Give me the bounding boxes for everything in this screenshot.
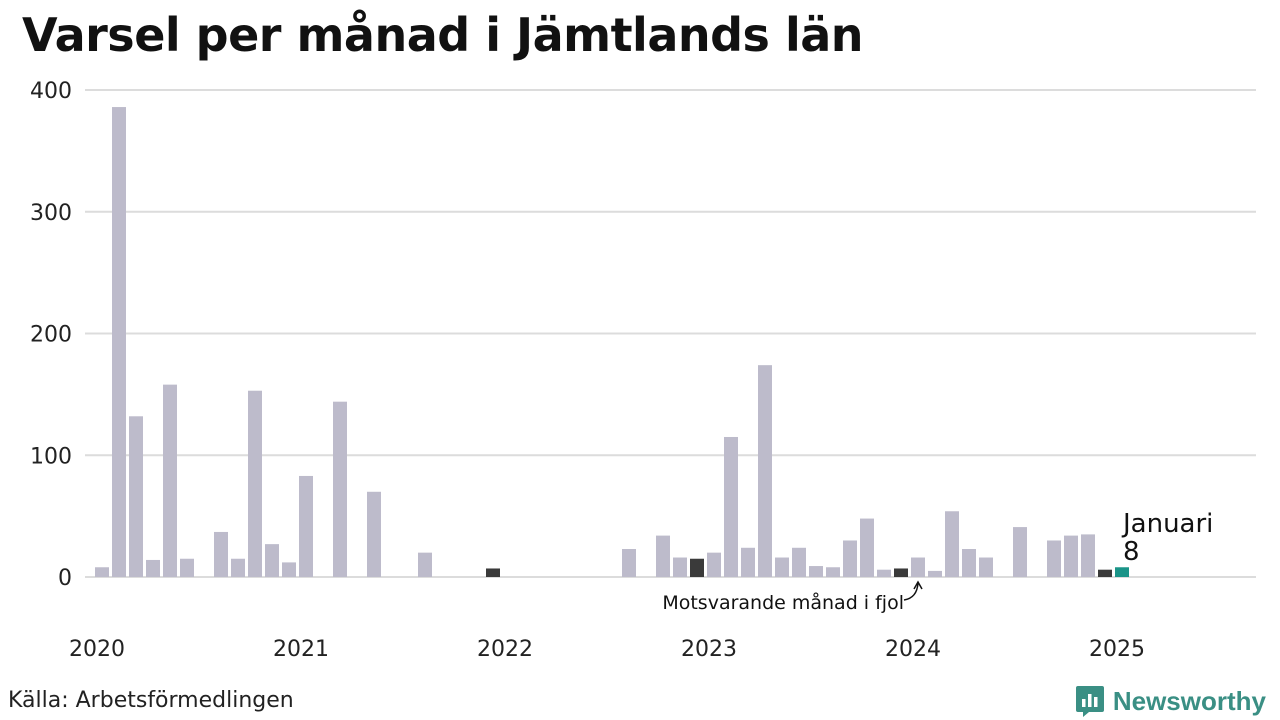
x-tick-label: 2022 — [477, 637, 533, 662]
y-tick-label: 100 — [30, 444, 72, 469]
bar-2021-03 — [333, 401, 347, 577]
bar-2020-03 — [129, 416, 143, 577]
bar-2022-10 — [656, 535, 670, 577]
bar-2020-09 — [231, 558, 245, 577]
source-note: Källa: Arbetsförmedlingen — [8, 688, 294, 713]
bar-2023-12 — [894, 568, 908, 577]
bar-2023-07 — [809, 566, 823, 577]
bar-2020-01 — [95, 567, 109, 577]
bar-2024-02 — [928, 570, 942, 577]
bar-2020-02 — [112, 107, 126, 578]
x-tick-label: 2024 — [885, 637, 941, 662]
bar-2024-01 — [911, 557, 925, 577]
bar-chart: 0 100 200 300 400 2020 2021 2022 2023 2024 2025 J… — [30, 79, 1256, 662]
brand-logo: Newsworthy — [1075, 684, 1266, 718]
newsworthy-logo-icon — [1075, 686, 1104, 717]
y-tick-label: 300 — [30, 201, 72, 226]
bar-2020-06 — [180, 558, 194, 577]
bar-2024-09 — [1047, 540, 1061, 577]
bar-2021-01 — [299, 475, 313, 577]
brand-name: Newsworthy — [1112, 685, 1266, 716]
bar-2023-06 — [792, 547, 806, 577]
bar-2022-08 — [622, 548, 636, 577]
bar-2024-04 — [962, 548, 976, 577]
bar-2021-08 — [418, 552, 432, 577]
previous-year-arrow — [903, 582, 919, 601]
bar-2020-12 — [282, 562, 296, 577]
x-axis-ticks: 2020 2021 2022 2023 2024 2025 — [69, 637, 1145, 662]
current-month-label: Januari — [1121, 509, 1213, 539]
bar-2020-05 — [163, 384, 177, 577]
bars — [95, 107, 1129, 578]
x-tick-label: 2025 — [1089, 637, 1145, 662]
x-tick-label: 2021 — [273, 637, 329, 662]
arrow-head-icon — [913, 580, 923, 590]
bar-2020-04 — [146, 559, 160, 577]
bar-2020-08 — [214, 531, 228, 577]
previous-year-label: Motsvarande månad i fjol — [662, 591, 904, 614]
y-tick-label: 400 — [30, 79, 72, 104]
bar-2023-05 — [775, 557, 789, 577]
bar-2023-02 — [724, 436, 738, 577]
x-tick-label: 2020 — [69, 637, 125, 662]
bar-2023-11 — [877, 569, 891, 577]
y-tick-label: 0 — [58, 566, 72, 591]
bar-2024-10 — [1064, 535, 1078, 577]
y-tick-label: 200 — [30, 323, 72, 348]
bar-2023-01 — [707, 552, 721, 577]
bar-2024-07 — [1013, 527, 1027, 577]
bar-2021-05 — [367, 491, 381, 577]
y-axis-ticks: 0 100 200 300 400 — [30, 79, 72, 591]
bar-2020-11 — [265, 544, 279, 577]
bar-2022-11 — [673, 557, 687, 577]
bar-2023-04 — [758, 365, 772, 577]
bar-2025-01 — [1115, 567, 1129, 577]
bar-2023-03 — [741, 547, 755, 577]
bar-2024-03 — [945, 511, 959, 577]
bar-2024-05 — [979, 557, 993, 577]
bar-2022-12 — [690, 558, 704, 577]
bar-2024-11 — [1081, 534, 1095, 577]
bar-2023-09 — [843, 540, 857, 577]
x-tick-label: 2023 — [681, 637, 737, 662]
bar-2021-12 — [486, 568, 500, 577]
bar-2020-10 — [248, 390, 262, 577]
current-value-label: 8 — [1123, 537, 1140, 567]
bar-2024-12 — [1098, 569, 1112, 577]
bar-2023-08 — [826, 567, 840, 577]
chart-title: Varsel per månad i Jämtlands län — [22, 8, 864, 62]
bar-2023-10 — [860, 518, 874, 577]
